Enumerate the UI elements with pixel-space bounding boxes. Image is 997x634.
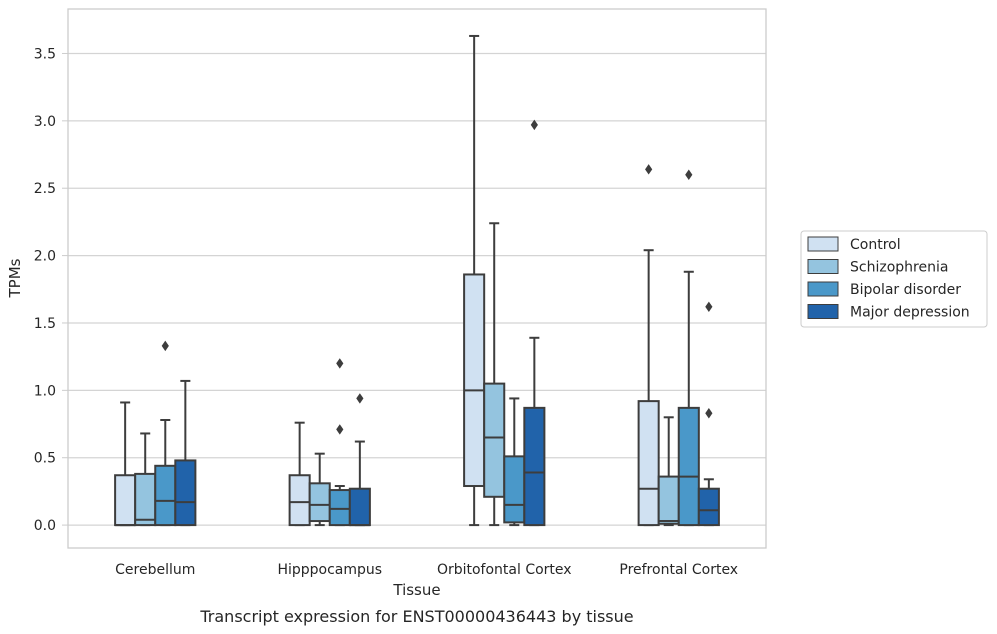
outlier-point — [336, 358, 344, 369]
box-body — [348, 487, 371, 527]
box-bipolar-disorder — [677, 169, 700, 527]
outlier-point — [705, 301, 713, 312]
legend-label: Major depression — [850, 305, 970, 321]
x-tick-labels: Cerebellum Hipppocampus Orbitofontal Corte… — [115, 562, 738, 578]
box-body — [503, 455, 526, 524]
box-body — [677, 406, 700, 527]
outlier-point — [356, 393, 364, 404]
y-tick-label: 1.5 — [34, 316, 56, 332]
x-tick-label: Hipppocampus — [277, 562, 382, 578]
legend-swatch — [807, 236, 839, 252]
x-axis-title: Tissue — [392, 581, 440, 599]
plot-frame — [67, 8, 767, 549]
y-tick-labels: 0.0 0.5 1.0 1.5 2.0 2.5 3.0 3.5 — [34, 46, 56, 534]
outlier-point — [530, 119, 538, 131]
x-tick-label: Cerebellum — [115, 562, 195, 578]
box-body — [134, 472, 157, 527]
y-tick-label: 2.0 — [34, 249, 56, 265]
outlier-point — [705, 408, 713, 419]
legend-swatch — [807, 281, 839, 297]
y-axis-title: TPMs — [6, 258, 24, 298]
box-schizophrenia — [657, 416, 680, 527]
box-major-depression — [348, 393, 371, 527]
legend-swatch — [807, 304, 839, 319]
box-schizophrenia — [483, 222, 506, 527]
box-body — [174, 459, 197, 527]
legend-label: Control — [850, 237, 901, 253]
y-tick-label: 0.5 — [34, 451, 56, 467]
x-tick-label: Orbitofontal Cortex — [437, 562, 572, 578]
chart-caption: Transcript expression for ENST0000043644… — [199, 607, 633, 626]
boxes — [114, 34, 720, 527]
box-body — [308, 482, 331, 523]
y-tick-label: 2.5 — [34, 181, 56, 197]
box-bipolar-disorder — [154, 340, 177, 527]
box-body — [288, 474, 311, 527]
box-body — [463, 273, 486, 488]
legend-label: Bipolar disorder — [850, 282, 961, 298]
outlier-point — [685, 169, 693, 180]
box-body — [637, 400, 660, 527]
box-control — [463, 34, 486, 527]
box-body — [114, 474, 137, 527]
legend-frame — [800, 230, 988, 328]
box-control — [288, 421, 311, 527]
legend-label: Schizophrenia — [850, 260, 948, 276]
box-bipolar-disorder — [328, 358, 351, 527]
y-tick-label: 0.0 — [34, 518, 56, 534]
legend: Control Schizophrenia Bipolar disorder Majo… — [800, 230, 988, 328]
box-major-depression — [174, 379, 197, 527]
box-control — [637, 164, 660, 527]
box-body — [657, 475, 680, 525]
box-major-depression — [523, 119, 546, 527]
outlier-point — [645, 164, 653, 175]
legend-swatch — [807, 259, 839, 274]
box-control — [114, 401, 137, 527]
y-tick-label: 3.0 — [34, 114, 56, 130]
x-tick-label: Prefrontal Cortex — [619, 562, 738, 578]
box-major-depression — [697, 301, 720, 527]
box-body — [154, 464, 177, 527]
outlier-point — [161, 340, 169, 352]
box-body — [523, 406, 546, 527]
box-body — [483, 382, 506, 498]
box-schizophrenia — [308, 452, 331, 527]
box-body — [697, 487, 720, 527]
y-tick-label: 3.5 — [34, 46, 56, 62]
box-body — [328, 489, 351, 527]
box-bipolar-disorder — [503, 397, 526, 527]
y-tick-label: 1.0 — [34, 383, 56, 399]
box-schizophrenia — [134, 432, 157, 527]
gridlines — [62, 52, 766, 526]
outlier-point — [336, 424, 344, 435]
